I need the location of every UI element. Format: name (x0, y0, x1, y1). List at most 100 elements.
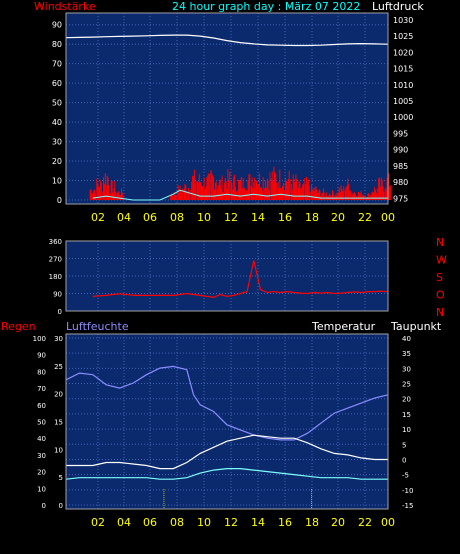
humidity-series-line (65, 365, 389, 441)
time-tick-label: 20 (331, 211, 345, 224)
wind-tick-label: 80 (52, 40, 62, 49)
regen-tick-label: 80 (37, 368, 46, 376)
humidity-tick-label: 20 (54, 391, 63, 399)
time-tick-label: 10 (197, 516, 211, 529)
panel-wind-pressure-frame (65, 12, 389, 205)
time-tick-label: 04 (117, 211, 131, 224)
temperature-tick-label: -15 (402, 502, 413, 510)
pressure-tick-label: 1025 (393, 32, 413, 41)
direction-tick-label: 270 (49, 256, 62, 264)
time-tick-label: 16 (278, 211, 292, 224)
temperature-tick-label: 0 (402, 456, 406, 464)
time-tick-label: 14 (251, 211, 265, 224)
temperature-tick-label: -5 (402, 472, 409, 480)
temperatur-title: Temperatur (312, 320, 376, 333)
regen-tick-label: 70 (37, 385, 46, 393)
panel-wind-direction-frame (65, 240, 389, 312)
time-tick-label: 12 (224, 516, 238, 529)
regen-tick-label: 20 (37, 469, 46, 477)
time-tick-label: 18 (305, 516, 319, 529)
pressure-axis-title: Luftdruck (372, 0, 424, 13)
wind-tick-label: 70 (52, 60, 62, 69)
time-tick-label: 00 (381, 211, 395, 224)
compass-direction-label: W (436, 254, 447, 267)
pressure-tick-label: 1005 (393, 97, 413, 106)
pressure-tick-label: 985 (393, 162, 408, 171)
time-tick-label: 14 (251, 516, 265, 529)
temperature-series-line (66, 434, 388, 470)
wind-tick-label: 90 (52, 21, 62, 30)
compass-direction-label: O (436, 289, 445, 302)
wind-tick-label: 20 (52, 157, 62, 166)
regen-tick-label: 10 (37, 485, 46, 493)
temperature-tick-label: 20 (402, 396, 411, 404)
pressure-tick-label: 1030 (393, 16, 413, 25)
time-tick-label: 04 (117, 516, 131, 529)
time-tick-label: 22 (358, 211, 372, 224)
regen-tick-label: 30 (37, 452, 46, 460)
wind-tick-label: 10 (52, 177, 62, 186)
pressure-series-line (65, 34, 389, 47)
humidity-tick-label: 15 (54, 419, 63, 427)
direction-tick-label: 180 (49, 273, 62, 281)
panel-wind-pressure-bg (66, 13, 388, 204)
temperature-tick-label: 15 (402, 411, 411, 419)
humidity-tick-label: 10 (54, 446, 63, 454)
time-tick-label: 08 (170, 516, 184, 529)
pressure-tick-label: 995 (393, 129, 408, 138)
grid-lines (66, 13, 389, 509)
panel-wind-direction-bg (66, 241, 388, 311)
humidity-tick-label: 30 (54, 335, 63, 343)
time-tick-label: 18 (305, 211, 319, 224)
regen-tick-label: 60 (37, 402, 46, 410)
pressure-tick-label: 1000 (393, 113, 413, 122)
panel-humidity-temp-bg (66, 334, 388, 509)
pressure-tick-label: 990 (393, 146, 408, 155)
humidity-tick-label: 5 (59, 474, 63, 482)
pressure-tick-label: 1010 (393, 81, 413, 90)
time-tick-label: 06 (143, 211, 157, 224)
panel-humidity-temp-frame (65, 333, 389, 510)
temperature-tick-label: 40 (402, 335, 411, 343)
regen-tick-label: 90 (37, 352, 46, 360)
wind-tick-label: 50 (52, 99, 62, 108)
compass-direction-label: S (436, 271, 443, 284)
humidity-tick-label: 0 (59, 502, 63, 510)
temperature-tick-label: 30 (402, 365, 411, 373)
direction-tick-label: 360 (49, 238, 62, 246)
temperature-tick-label: 25 (402, 381, 411, 389)
luftfeuchte-axis-title: Luftfeuchte (66, 320, 129, 333)
time-tick-label: 10 (197, 211, 211, 224)
regen-tick-label: 0 (42, 502, 46, 510)
wind-axis-title: Windstärke (34, 0, 96, 13)
chart-date-title: 24 hour graph day : März 07 2022 (172, 0, 361, 13)
time-tick-label: 16 (278, 516, 292, 529)
wind-tick-label: 60 (52, 79, 62, 88)
time-tick-label: 06 (143, 516, 157, 529)
axis-lines (65, 12, 389, 510)
time-tick-label: 22 (358, 516, 372, 529)
compass-direction-label: N (436, 306, 444, 319)
pressure-tick-label: 980 (393, 178, 408, 187)
temperature-tick-label: 5 (402, 441, 406, 449)
taupunkt-title: Taupunkt (391, 320, 442, 333)
time-tick-label: 00 (381, 516, 395, 529)
compass-direction-label: N (436, 236, 444, 249)
dewpoint-series-line (65, 468, 388, 480)
time-tick-label: 02 (91, 211, 105, 224)
direction-tick-label: 90 (53, 291, 62, 299)
gust-series-line (92, 189, 388, 201)
tick-labels: 0102030405060708090975980985990995100010… (33, 16, 447, 529)
wind-tick-label: 0 (57, 196, 62, 205)
regen-tick-label: 40 (37, 435, 46, 443)
humidity-tick-label: 25 (54, 363, 63, 371)
direction-tick-label: 0 (58, 308, 62, 316)
time-tick-label: 08 (170, 211, 184, 224)
time-tick-label: 20 (331, 516, 345, 529)
time-tick-label: 02 (91, 516, 105, 529)
temperature-tick-label: 10 (402, 426, 411, 434)
regen-axis-title: Regen (1, 320, 36, 333)
regen-tick-label: 100 (33, 335, 46, 343)
temperature-tick-label: 35 (402, 350, 411, 358)
